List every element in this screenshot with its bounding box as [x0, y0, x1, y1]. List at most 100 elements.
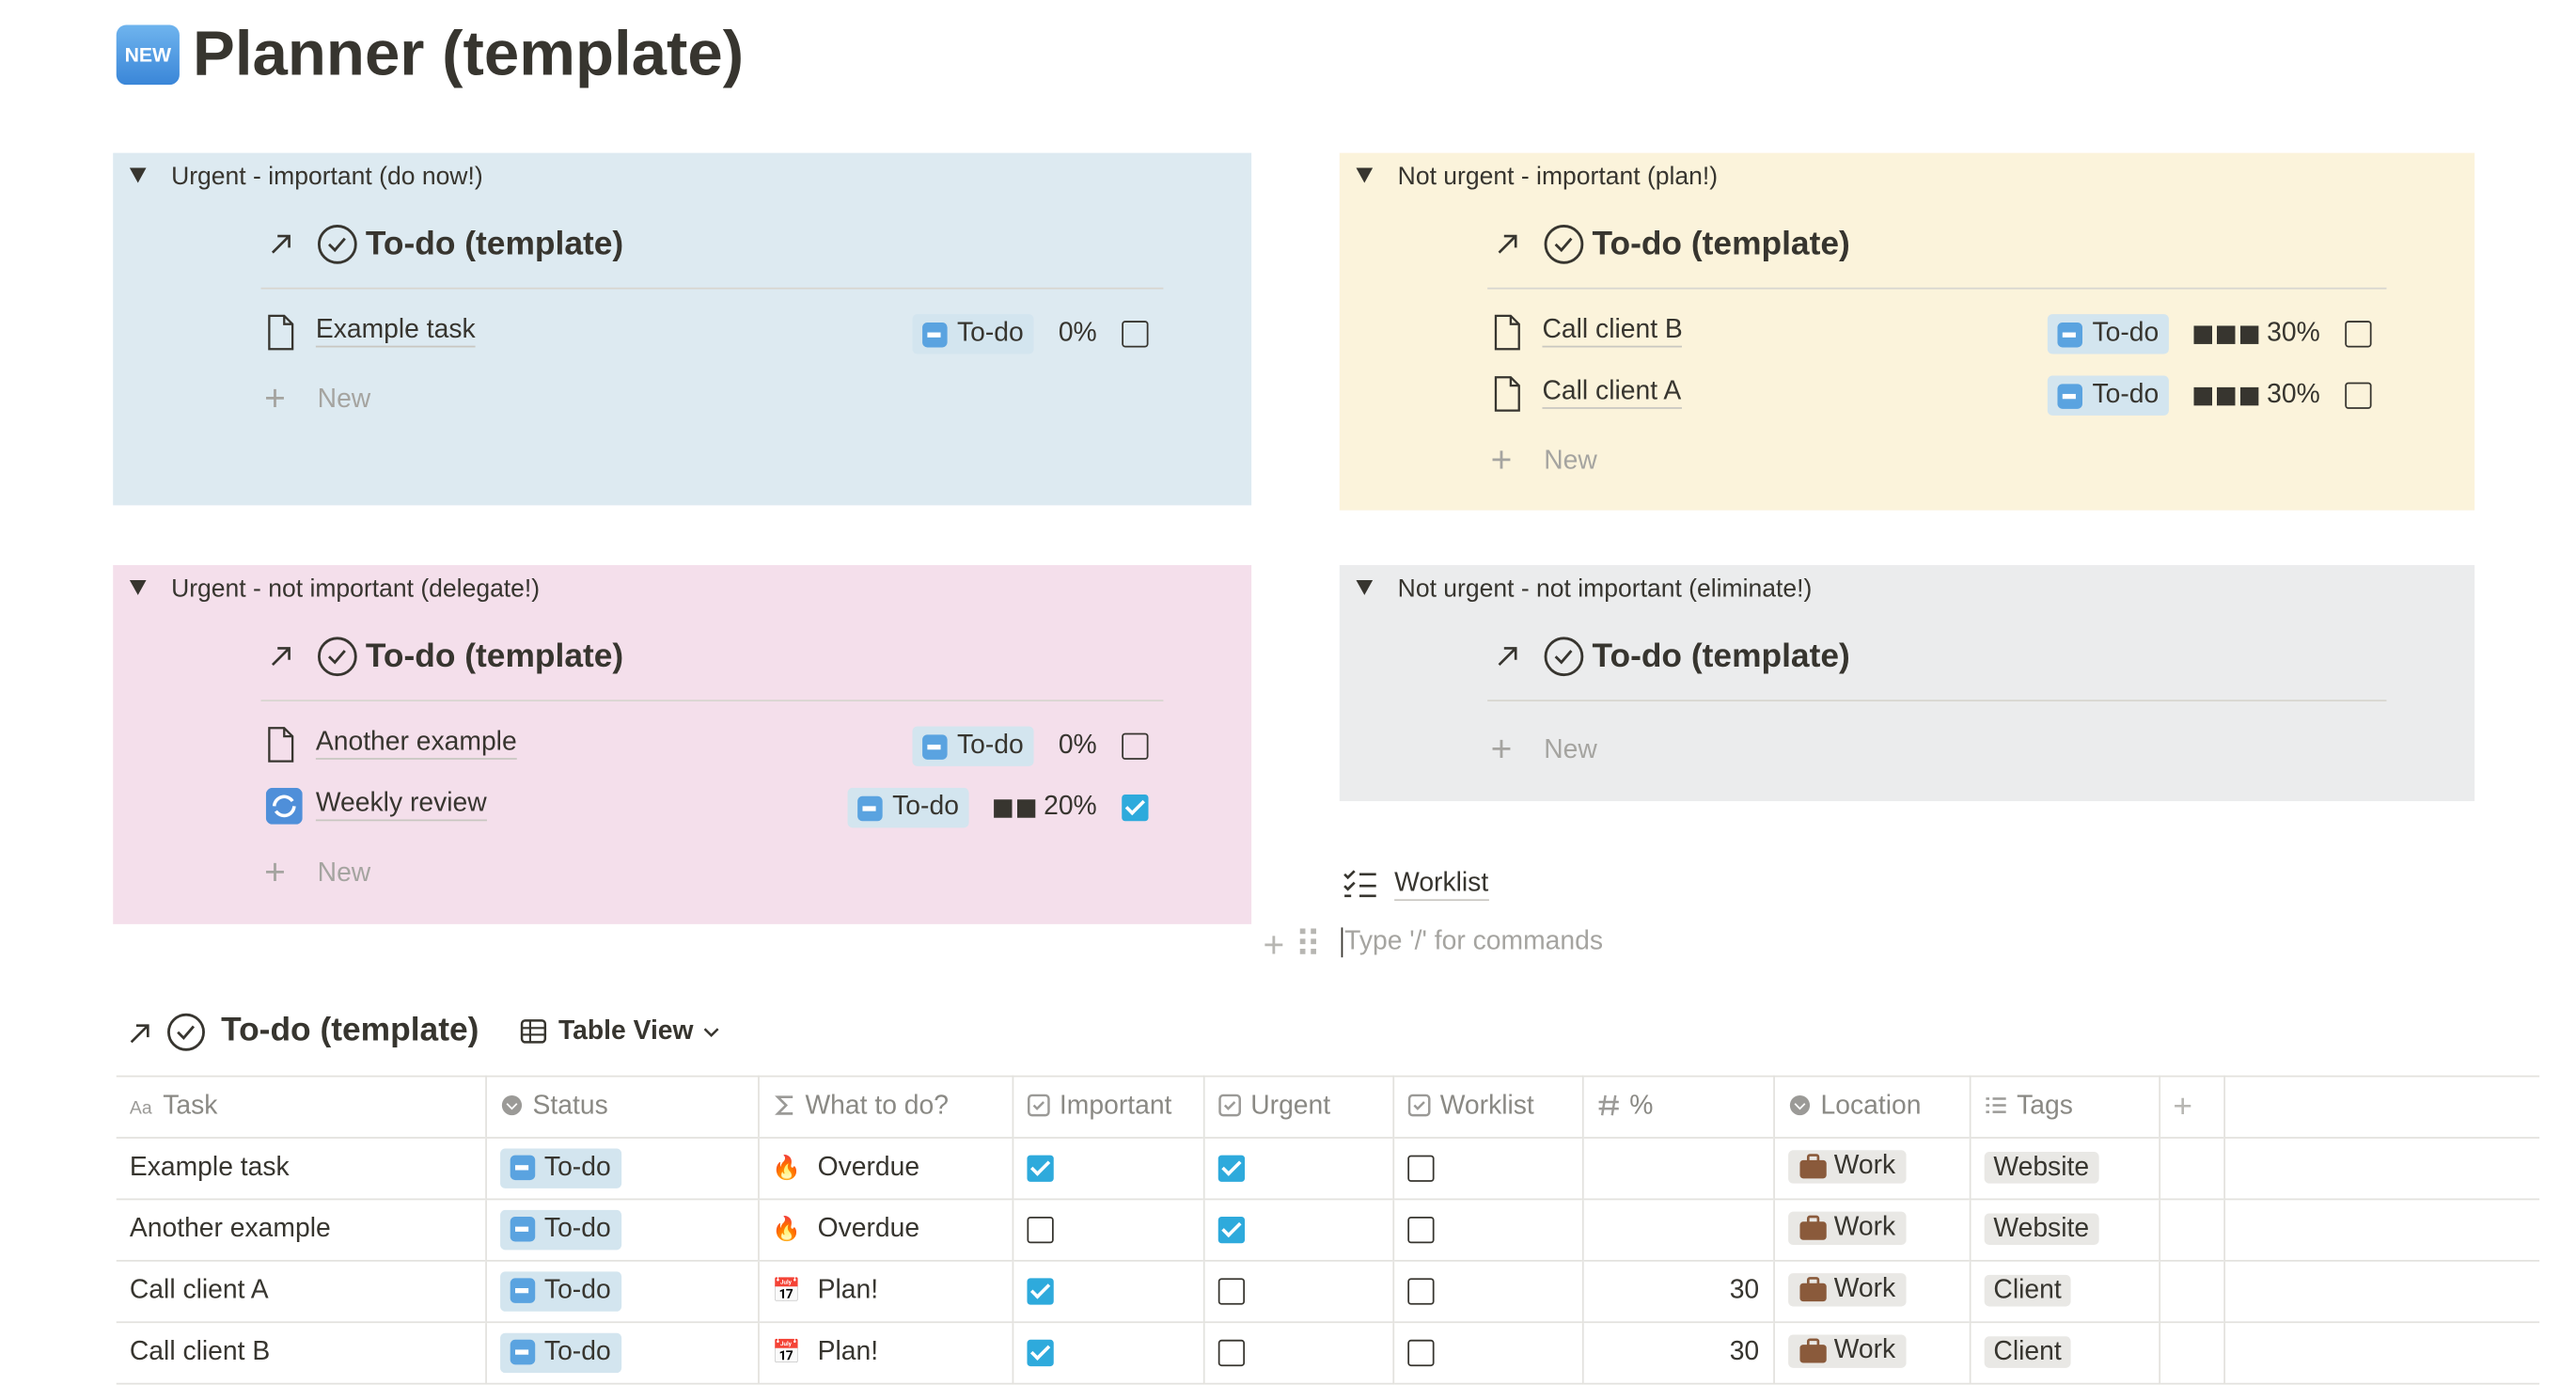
column-type-icon	[1788, 1094, 1810, 1116]
important-checkbox[interactable]	[1026, 1155, 1053, 1182]
status-pill: To-do	[912, 314, 1034, 354]
column-header[interactable]: Aa Task	[116, 1075, 487, 1139]
task-row[interactable]: Another example To-do 0%	[261, 721, 1252, 771]
task-cell[interactable]: Another example	[116, 1198, 487, 1261]
briefcase-icon	[1798, 1214, 1826, 1239]
status-icon	[921, 733, 948, 759]
task-props: To-do 0%	[912, 314, 1149, 354]
done-checkbox[interactable]	[2345, 321, 2372, 348]
task-name: Another example	[315, 728, 517, 760]
status-icon	[509, 1156, 535, 1181]
view-switcher[interactable]: Table View	[520, 1017, 720, 1047]
link-check-icon	[1498, 637, 1584, 677]
link-check-icon	[1498, 224, 1584, 264]
urgent-checkbox[interactable]	[1217, 1339, 1245, 1367]
status-icon	[2057, 383, 2082, 408]
column-type-icon	[500, 1094, 522, 1116]
quadrant-heading: Urgent - not important (delegate!)	[171, 574, 541, 604]
progress: 30%	[2193, 319, 2320, 349]
done-checkbox[interactable]	[1122, 794, 1149, 822]
percent-value: 30	[1729, 1338, 1760, 1367]
column-header[interactable]: What to do?	[758, 1075, 1013, 1139]
column-header[interactable]: Location	[1773, 1075, 1971, 1139]
new-button[interactable]: + New	[261, 377, 370, 420]
urgent-checkbox[interactable]	[1217, 1155, 1245, 1182]
task-icon	[266, 314, 296, 359]
new-button[interactable]: + New	[261, 851, 370, 894]
what-text: Plan!	[817, 1276, 879, 1305]
status-text: To-do	[956, 731, 1024, 760]
important-checkbox[interactable]	[1026, 1216, 1053, 1244]
toggle-triangle[interactable]	[129, 167, 147, 183]
quadrant: Not urgent - not important (eliminate!) T…	[1339, 565, 2475, 802]
done-checkbox[interactable]	[2345, 382, 2372, 409]
new-button[interactable]: + New	[1487, 728, 1597, 771]
column-header[interactable]: %	[1581, 1075, 1775, 1139]
toggle-triangle[interactable]	[1356, 579, 1374, 595]
worklist-checkbox[interactable]	[1406, 1155, 1434, 1182]
worklist-checkbox[interactable]	[1406, 1278, 1434, 1305]
urgent-checkbox[interactable]	[1217, 1278, 1245, 1305]
plus-icon: +	[264, 377, 286, 419]
progress: 20%	[994, 793, 1097, 823]
column-header[interactable]: Tags	[1969, 1075, 2160, 1139]
column-header[interactable]: Status	[485, 1075, 759, 1139]
sync-icon	[265, 787, 303, 825]
table-view-icons	[126, 1013, 212, 1064]
column-header[interactable]: Worklist	[1392, 1075, 1583, 1139]
status-pill: To-do	[847, 787, 969, 828]
toggle-triangle[interactable]	[129, 579, 147, 595]
worklist-checkbox[interactable]	[1406, 1216, 1434, 1244]
empty-cell	[2159, 1259, 2225, 1323]
block-handle[interactable]: + ⠿	[1263, 923, 1322, 967]
column-header[interactable]: Important	[1012, 1075, 1204, 1139]
important-checkbox[interactable]	[1026, 1339, 1053, 1367]
important-cell	[1012, 1321, 1204, 1385]
tag: Website	[1983, 1213, 2099, 1246]
view-title: To-do (template)	[365, 226, 624, 263]
command-input[interactable]: Type '/' for commands	[1341, 927, 1603, 958]
column-name: Worklist	[1439, 1092, 1534, 1121]
doc-icon	[268, 727, 294, 763]
urgent-checkbox[interactable]	[1217, 1216, 1245, 1244]
location-text: Work	[1833, 1273, 1896, 1303]
task-icon	[265, 787, 303, 833]
status-cell: To-do	[485, 1259, 759, 1323]
task-props: To-do 30%	[2047, 314, 2372, 354]
view-icons	[1492, 223, 1585, 275]
table-row: Another example To-do 🔥 Overdue Work Website	[116, 1198, 2540, 1261]
task-cell[interactable]: Example task	[116, 1137, 487, 1200]
worklist-link[interactable]: Worklist	[1394, 870, 1489, 902]
done-checkbox[interactable]	[1122, 321, 1149, 348]
what-text: Plan!	[817, 1338, 879, 1367]
table-row: Call client B To-do 📅 Plan! 30 Work Client	[116, 1321, 2540, 1385]
plus-icon: +	[1490, 728, 1513, 770]
status-cell: To-do	[485, 1321, 759, 1385]
column-name: What to do?	[805, 1092, 949, 1121]
task-row[interactable]: Example task To-do 0%	[261, 309, 1252, 359]
toggle-triangle[interactable]	[1356, 167, 1374, 183]
important-cell	[1012, 1137, 1204, 1200]
important-checkbox[interactable]	[1026, 1278, 1053, 1305]
doc-icon	[268, 314, 294, 351]
worklist-checkbox[interactable]	[1406, 1339, 1434, 1367]
new-button[interactable]: + New	[1487, 439, 1597, 482]
add-column[interactable]: +	[2159, 1075, 2225, 1139]
task-row[interactable]: Call client B To-do 30%	[1487, 309, 2474, 359]
location-tag: Work	[1787, 1272, 1906, 1306]
task-row[interactable]: Call client A To-do 30%	[1487, 370, 2474, 420]
done-checkbox[interactable]	[1122, 732, 1149, 760]
column-header[interactable]: Urgent	[1202, 1075, 1394, 1139]
column-type-icon	[1985, 1097, 2005, 1113]
task-row[interactable]: Weekly review To-do 20%	[261, 783, 1252, 833]
column-name: Task	[163, 1092, 218, 1121]
new-label: New	[1544, 736, 1597, 765]
task-cell[interactable]: Call client A	[116, 1259, 487, 1323]
task-cell[interactable]: Call client B	[116, 1321, 487, 1385]
tags-cell: Website	[1969, 1137, 2160, 1200]
column-name: Tags	[2017, 1092, 2073, 1121]
status-text: To-do	[2092, 380, 2160, 409]
status-pill: To-do	[499, 1148, 621, 1188]
page-icon: NEW	[116, 24, 180, 86]
empty-cell	[2159, 1137, 2225, 1200]
